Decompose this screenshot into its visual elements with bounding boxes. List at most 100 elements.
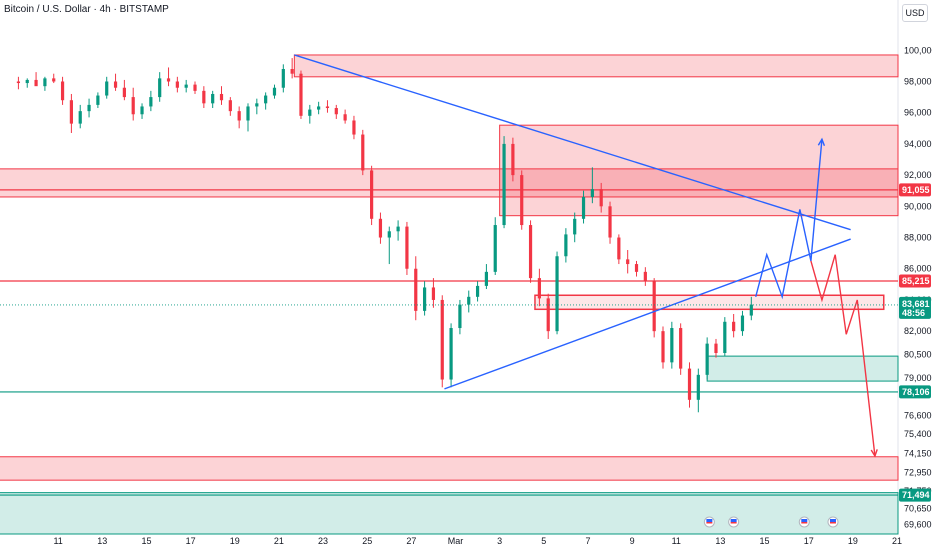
x-tick-label: 13 <box>97 536 107 546</box>
level-91055-badge <box>899 183 931 197</box>
candle-body <box>564 234 568 257</box>
candle-body <box>184 84 188 88</box>
breakout-box <box>534 294 885 311</box>
candle-body <box>590 189 594 197</box>
bullish-projection-arrowhead <box>817 137 826 147</box>
candle-body <box>705 343 709 375</box>
candle-body <box>405 226 409 269</box>
candle-body <box>87 104 91 112</box>
support-zone-lower <box>0 456 899 481</box>
candle-body <box>308 109 312 116</box>
candle-body <box>317 106 321 110</box>
candle-body <box>228 100 232 112</box>
chart-title: Bitcoin / U.S. Dollar · 4h · BITSTAMP <box>4 4 169 15</box>
candle-body <box>105 81 109 96</box>
candle-body <box>458 304 462 329</box>
candle-body <box>122 87 126 98</box>
candle-body <box>96 95 100 105</box>
x-tick-label: 13 <box>715 536 725 546</box>
x-tick-label: 3 <box>497 536 502 546</box>
y-tick-label: 72,950 <box>904 467 932 477</box>
candle-body <box>687 368 692 400</box>
y-tick-label: 100,000 <box>904 45 932 55</box>
flag-stripe-icon <box>801 522 808 524</box>
support-zone-bottom <box>0 492 899 535</box>
candle-body <box>484 271 489 286</box>
current-price-label: 83,681 <box>902 299 930 309</box>
upper-trendline <box>294 54 851 231</box>
candle-body <box>679 328 683 369</box>
bearish-projection-arrowhead <box>870 449 878 458</box>
x-tick-label: 21 <box>274 536 284 546</box>
candle-body <box>573 218 577 235</box>
candle-body <box>140 106 144 115</box>
y-tick-label: 94,000 <box>904 139 932 149</box>
candle-body <box>493 225 497 272</box>
candle-body <box>272 87 277 96</box>
candle-body <box>370 170 374 219</box>
candle-body <box>449 328 453 380</box>
candle-body <box>166 78 171 82</box>
candle-body <box>617 237 621 260</box>
level-85215-badge <box>899 274 931 288</box>
y-tick-label: 90,000 <box>904 201 932 211</box>
candle-body <box>387 231 391 238</box>
x-tick-label: 11 <box>53 536 62 546</box>
candle-body <box>652 281 656 332</box>
candle-body <box>537 278 541 299</box>
candle-body <box>661 331 665 363</box>
x-tick-label: 11 <box>672 536 681 546</box>
candle-body <box>211 93 215 104</box>
flag-canton-icon <box>829 519 836 522</box>
candle-body <box>281 69 285 88</box>
candle-body <box>634 264 639 272</box>
current-price-badge <box>899 296 931 319</box>
candle-body <box>52 78 56 82</box>
candle-body <box>25 79 29 84</box>
candle-body <box>131 97 135 115</box>
candle-body <box>732 321 736 332</box>
resistance-zone-upper <box>0 168 899 198</box>
x-tick-label: 25 <box>362 536 372 546</box>
candle-body <box>16 81 21 84</box>
candle-body <box>193 84 197 91</box>
y-tick-label: 76,600 <box>904 410 932 420</box>
candle-body <box>422 287 427 311</box>
lower-trendline <box>444 238 851 390</box>
candle-body <box>599 189 603 207</box>
flag-canton-icon <box>706 519 713 522</box>
y-tick-label: 82,000 <box>904 326 932 336</box>
x-tick-label: 19 <box>230 536 240 546</box>
x-tick-label: 9 <box>630 536 635 546</box>
candle-body <box>237 111 241 121</box>
level-78106-badge <box>899 385 931 399</box>
candle-body <box>643 271 647 282</box>
y-tick-label: 86,000 <box>904 264 932 274</box>
level-85215-badge-label: 85,215 <box>902 276 930 286</box>
bearish-projection <box>810 254 876 457</box>
candle-body <box>361 134 365 171</box>
candle-body <box>246 106 250 121</box>
candle-body <box>202 90 206 104</box>
currency-button[interactable]: USD <box>902 4 928 22</box>
candle-body <box>528 225 533 279</box>
candle-body <box>502 143 506 226</box>
x-tick-label: 23 <box>318 536 328 546</box>
candle-body <box>60 81 65 101</box>
bullish-projection <box>755 139 823 300</box>
candle-body <box>546 298 550 332</box>
x-tick-label: 15 <box>141 536 151 546</box>
level-71494-badge-label: 71,494 <box>902 490 930 500</box>
candle-body <box>69 100 73 124</box>
candle-body <box>696 374 700 400</box>
y-tick-label: 88,000 <box>904 233 932 243</box>
candle-body <box>431 287 436 300</box>
candle-body <box>396 226 400 232</box>
flag-canton-icon <box>801 519 808 522</box>
candle-body <box>749 304 753 316</box>
candle-body <box>264 95 268 104</box>
candle-body <box>714 343 718 353</box>
candle-body <box>626 259 630 265</box>
flag-canton-icon <box>730 519 737 522</box>
